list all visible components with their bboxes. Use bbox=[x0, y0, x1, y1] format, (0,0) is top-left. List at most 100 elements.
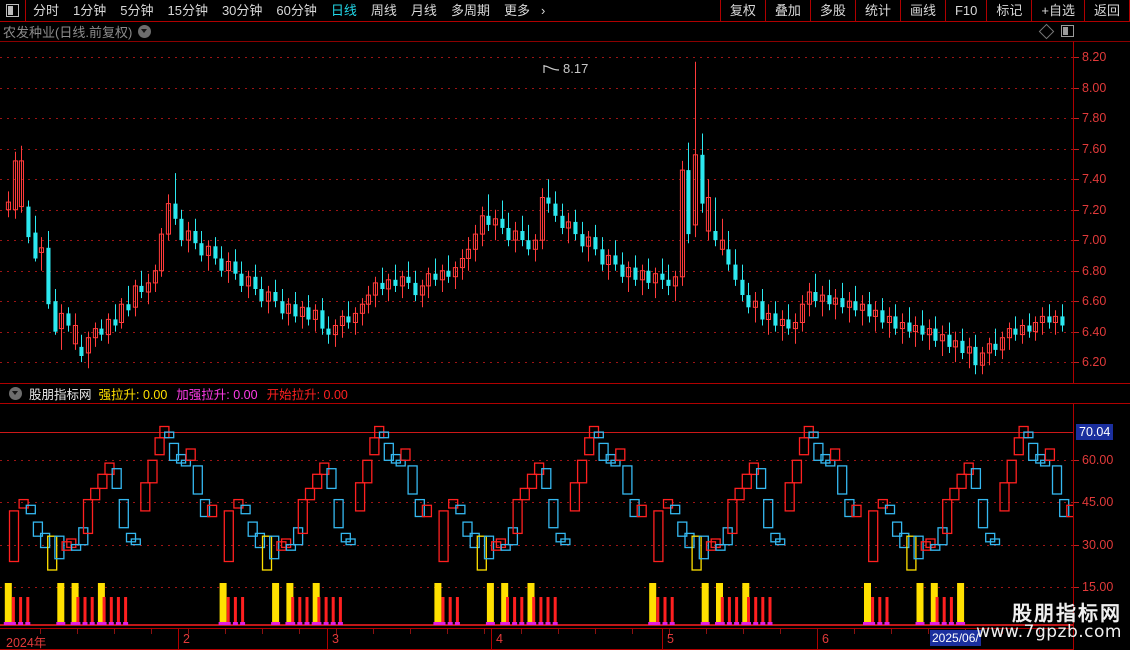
price-axis-label-8: 6.60 bbox=[1082, 294, 1107, 309]
price-axis-tick-10 bbox=[1074, 362, 1079, 364]
date-minor-tick bbox=[558, 629, 559, 634]
date-separator-0 bbox=[178, 629, 179, 650]
period-tab-4[interactable]: 30分钟 bbox=[221, 3, 263, 18]
date-minor-tick bbox=[373, 629, 374, 634]
indicator-gridline-3 bbox=[0, 586, 1073, 588]
candlestick-plot-area[interactable]: 8.176.12榜财 bbox=[0, 41, 1074, 384]
price-axis-label-0: 8.20 bbox=[1082, 50, 1107, 65]
price-axis-tick-3 bbox=[1074, 148, 1079, 150]
indicator-current-value: 70.04 bbox=[1076, 424, 1114, 440]
period-tab-2[interactable]: 5分钟 bbox=[120, 3, 154, 18]
date-minor-tick bbox=[817, 629, 818, 634]
date-minor-tick bbox=[928, 629, 929, 634]
panel-layout-icon bbox=[6, 4, 19, 17]
more-chevron-icon[interactable]: › bbox=[540, 3, 546, 18]
period-tab-3[interactable]: 15分钟 bbox=[167, 3, 208, 18]
price-axis-tick-0 bbox=[1074, 57, 1079, 59]
date-minor-tick bbox=[632, 629, 633, 634]
indicator-gridline-0 bbox=[0, 460, 1073, 462]
price-axis-tick-2 bbox=[1074, 118, 1079, 120]
toolbar-button-6[interactable]: 标记 bbox=[986, 0, 1031, 21]
price-panel-header: 农发种业(日线.前复权) bbox=[0, 22, 152, 41]
price-axis-tick-4 bbox=[1074, 179, 1079, 181]
date-separator-2 bbox=[491, 629, 492, 650]
price-axis-tick-1 bbox=[1074, 87, 1079, 89]
toolbar-button-3[interactable]: 统计 bbox=[854, 0, 900, 21]
period-tab-5[interactable]: 60分钟 bbox=[276, 3, 317, 18]
date-separator-3 bbox=[662, 629, 663, 650]
indicator-value-0: 强拉升: 0.00 bbox=[98, 388, 168, 402]
price-gridline-8 bbox=[0, 301, 1073, 303]
date-current-label: 2025/06/ bbox=[930, 630, 981, 646]
price-axis-label-3: 7.60 bbox=[1082, 141, 1107, 156]
price-axis-tick-5 bbox=[1074, 209, 1079, 211]
date-minor-tick bbox=[262, 629, 263, 634]
period-tabs: 分时 1分钟 5分钟 15分钟 30分钟 60分钟 日线 周线 月线 多周期 更多 › bbox=[26, 0, 551, 21]
date-minor-tick bbox=[484, 629, 485, 634]
toolbar-button-0[interactable]: 复权 bbox=[719, 0, 765, 21]
toolbar-spacer bbox=[551, 0, 720, 21]
date-minor-tick bbox=[114, 629, 115, 634]
date-minor-tick bbox=[151, 629, 152, 634]
price-axis-tick-7 bbox=[1074, 270, 1079, 272]
period-tab-6[interactable]: 日线 bbox=[330, 3, 357, 18]
price-gridline-9 bbox=[0, 331, 1073, 333]
date-axis-label-4: 5 bbox=[667, 632, 674, 646]
price-gridline-4 bbox=[0, 179, 1073, 181]
price-axis-tick-8 bbox=[1074, 301, 1079, 303]
toolbar-button-2[interactable]: 多股 bbox=[809, 0, 855, 21]
price-axis-label-6: 7.00 bbox=[1082, 233, 1107, 248]
indicator-axis-tick-3 bbox=[1074, 586, 1079, 588]
toolbar-button-5[interactable]: F10 bbox=[944, 0, 986, 21]
price-axis-label-9: 6.40 bbox=[1082, 324, 1107, 339]
toolbar-button-1[interactable]: 叠加 bbox=[764, 0, 810, 21]
period-tab-1[interactable]: 1分钟 bbox=[73, 3, 107, 18]
date-minor-tick bbox=[447, 629, 448, 634]
date-minor-tick bbox=[595, 629, 596, 634]
toolbar-button-7[interactable]: +自选 bbox=[1031, 0, 1084, 21]
date-x-axis[interactable]: 2024年 2 3 4 5 6 2025/06/ bbox=[0, 628, 1074, 650]
date-minor-tick bbox=[854, 629, 855, 634]
indicator-plot-area[interactable] bbox=[0, 403, 1074, 628]
price-axis-label-10: 6.20 bbox=[1082, 355, 1107, 370]
period-tab-0[interactable]: 分时 bbox=[33, 3, 60, 18]
indicator-y-axis: 70.04 60.00 45.00 30.00 15.00 bbox=[1074, 403, 1130, 628]
price-axis-label-7: 6.80 bbox=[1082, 263, 1107, 278]
chevron-down-icon[interactable] bbox=[138, 25, 152, 38]
indicator-panel: 股朋指标网 强拉升: 0.00 加强拉升: 0.00 开始拉升: 0.00 70.0… bbox=[0, 384, 1130, 628]
period-tab-7[interactable]: 周线 bbox=[370, 3, 397, 18]
layout-toggle-button[interactable] bbox=[0, 0, 26, 21]
period-tab-9[interactable]: 多周期 bbox=[450, 3, 490, 18]
chevron-down-icon[interactable] bbox=[9, 387, 22, 400]
date-minor-tick bbox=[225, 629, 226, 634]
indicator-axis-tick-0 bbox=[1074, 460, 1079, 462]
indicator-name: 股朋指标网 bbox=[29, 388, 92, 402]
price-panel-header-icons bbox=[1038, 23, 1074, 39]
date-minor-tick bbox=[299, 629, 300, 634]
date-axis-label-3: 4 bbox=[496, 632, 503, 646]
date-axis-label-0: 2024年 bbox=[6, 636, 47, 650]
toolbar-button-4[interactable]: 画线 bbox=[899, 0, 945, 21]
indicator-axis-label-3: 15.00 bbox=[1082, 579, 1114, 594]
price-chart-panel: 农发种业(日线.前复权) 8.176.12榜财 8.20 8.00 7.80 7.60… bbox=[0, 22, 1130, 384]
date-minor-tick bbox=[743, 629, 744, 634]
date-minor-tick bbox=[336, 629, 337, 634]
date-minor-tick bbox=[1002, 629, 1003, 634]
price-axis-label-4: 7.40 bbox=[1082, 172, 1107, 187]
price-axis-tick-6 bbox=[1074, 240, 1079, 242]
indicator-value-2: 开始拉升: 0.00 bbox=[266, 388, 348, 402]
diamond-icon[interactable] bbox=[1038, 23, 1055, 39]
period-tab-10[interactable]: 更多 bbox=[503, 3, 530, 18]
price-axis-label-2: 7.80 bbox=[1082, 111, 1107, 126]
date-axis-label-5: 6 bbox=[822, 632, 829, 646]
indicator-values: 强拉升: 0.00 加强拉升: 0.00 开始拉升: 0.00 bbox=[99, 384, 348, 403]
stock-title: 农发种业(日线.前复权) bbox=[3, 25, 133, 40]
date-axis-label-2: 3 bbox=[332, 632, 339, 646]
date-minor-tick bbox=[669, 629, 670, 634]
date-axis-label-1: 2 bbox=[183, 632, 190, 646]
period-tab-8[interactable]: 月线 bbox=[410, 3, 437, 18]
toolbar-button-8[interactable]: 返回 bbox=[1083, 0, 1130, 21]
date-minor-tick bbox=[891, 629, 892, 634]
panel-layout-icon[interactable] bbox=[1061, 25, 1074, 37]
